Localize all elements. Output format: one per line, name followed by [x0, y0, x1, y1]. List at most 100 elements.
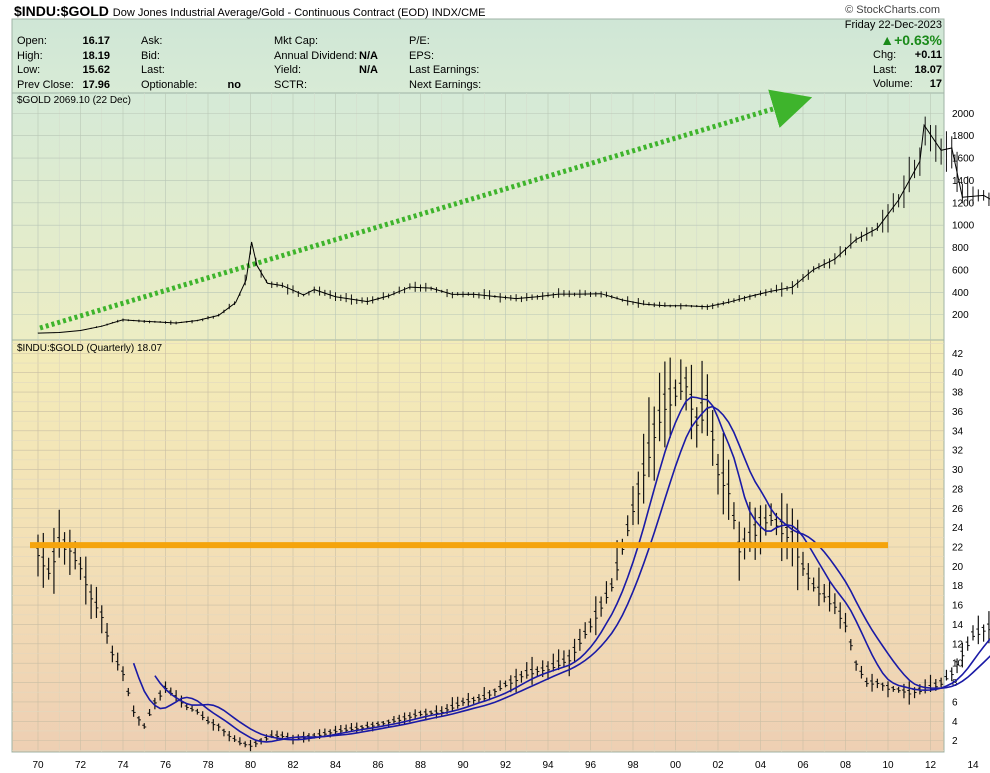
x-tick-label: 70: [32, 760, 44, 771]
gold-price-line: [37, 123, 990, 334]
info-label: Yield:: [274, 64, 302, 76]
info-value: no: [227, 78, 241, 91]
x-tick-label: 92: [500, 760, 512, 771]
gold-panel-bg: [11, 92, 945, 341]
info-label: Low:: [17, 64, 41, 76]
x-tick-label: 82: [287, 760, 299, 771]
y-tick-label: 40: [952, 368, 964, 379]
y-tick-label: 24: [952, 523, 964, 534]
x-tick-label: 02: [712, 760, 724, 771]
ratio-moving-average-slow: [154, 405, 990, 741]
info-value: N/A: [359, 64, 378, 76]
y-tick-label: 1200: [952, 198, 975, 209]
x-tick-label: 80: [245, 760, 257, 771]
x-tick-label: 00: [670, 760, 682, 771]
info-value: N/A: [359, 49, 378, 62]
x-tick-label: 78: [202, 760, 214, 771]
change-percent: ▲+0.63%: [880, 32, 942, 48]
chart-title: $INDU:$GOLD Dow Jones Industrial Average…: [14, 3, 486, 19]
symbol-description: Dow Jones Industrial Average/Gold - Cont…: [112, 7, 486, 19]
x-tick-label: 86: [372, 760, 384, 771]
y-tick-label: 14: [952, 620, 964, 631]
info-label: Chg:: [873, 49, 897, 61]
info-value: 15.62: [82, 64, 110, 76]
info-panel-bg: [11, 18, 945, 94]
info-label: Ask:: [141, 35, 163, 47]
ratio-panel-y-axis: 24681012141618202224262830323436384042: [952, 349, 964, 747]
y-tick-label: 1800: [952, 131, 975, 142]
y-tick-label: 34: [952, 426, 964, 437]
y-tick-label: 600: [952, 265, 969, 276]
y-tick-label: 20: [952, 562, 964, 573]
info-label: SCTR:: [274, 78, 307, 91]
x-tick-label: 88: [415, 760, 427, 771]
info-label: Last:: [141, 64, 165, 76]
y-tick-label: 1000: [952, 221, 975, 232]
ratio-panel-grid: [12, 340, 944, 752]
y-tick-label: 32: [952, 446, 964, 457]
x-tick-label: 06: [797, 760, 809, 771]
x-tick-label: 12: [925, 760, 937, 771]
y-tick-label: 30: [952, 465, 964, 476]
y-tick-label: 4: [952, 717, 958, 728]
x-tick-label: 04: [755, 760, 767, 771]
x-tick-label: 72: [75, 760, 87, 771]
y-tick-label: 1400: [952, 176, 975, 187]
info-label: Mkt Cap:: [274, 35, 319, 47]
gold-price-bars: [37, 116, 990, 334]
x-tick-label: 84: [330, 760, 342, 771]
x-tick-label: 74: [117, 760, 129, 771]
info-label: EPS:: [409, 49, 435, 62]
info-label: Last:: [873, 63, 897, 76]
y-tick-label: 16: [952, 601, 964, 612]
y-tick-label: 2000: [952, 109, 975, 120]
y-tick-label: 200: [952, 310, 969, 321]
y-tick-label: 400: [952, 288, 969, 299]
x-tick-label: 96: [585, 760, 597, 771]
info-label: Prev Close:: [17, 78, 74, 91]
y-tick-label: 8: [952, 678, 958, 689]
info-value: 18.19: [82, 49, 110, 62]
info-value: 17: [929, 78, 942, 90]
x-tick-label: 98: [627, 760, 639, 771]
x-tick-label: 90: [457, 760, 469, 771]
y-tick-label: 12: [952, 639, 964, 650]
y-tick-label: 36: [952, 407, 964, 418]
info-label: Next Earnings:: [409, 78, 482, 91]
gold-panel-title: $GOLD 2069.10 (22 Dec): [17, 95, 131, 106]
info-label: Last Earnings:: [409, 64, 480, 76]
info-label: High:: [17, 49, 43, 62]
ratio-moving-average-fast: [132, 396, 990, 743]
gold-panel-grid: [12, 93, 944, 340]
y-tick-label: 26: [952, 504, 964, 515]
gold-trendline-arrow: [39, 89, 813, 331]
y-tick-label: 800: [952, 243, 969, 254]
info-label: P/E:: [409, 35, 430, 47]
info-value: 18.07: [914, 63, 942, 76]
ratio-panel-title: $INDU:$GOLD (Quarterly) 18.07: [17, 343, 162, 354]
info-value: 16.17: [82, 35, 110, 47]
y-tick-label: 42: [952, 349, 964, 360]
x-tick-label: 14: [967, 760, 979, 771]
symbol-label: $INDU:$GOLD: [14, 3, 109, 19]
info-label: Bid:: [141, 49, 160, 62]
y-tick-label: 38: [952, 388, 964, 399]
up-arrow-icon: ▲: [880, 32, 895, 48]
copyright: © StockCharts.com: [845, 4, 940, 16]
info-label: Annual Dividend:: [274, 49, 358, 62]
x-axis: 70 72 74 76 78 80 82 84 86 88 90 92 94 96 98 00 02 04 06 08…: [32, 760, 979, 771]
y-tick-label: 1600: [952, 154, 975, 165]
y-tick-label: 22: [952, 543, 964, 554]
info-value: 17.96: [82, 78, 110, 91]
info-label: Open:: [17, 35, 47, 47]
y-tick-label: 2: [952, 736, 958, 747]
x-tick-label: 10: [882, 760, 894, 771]
info-value: +0.11: [914, 49, 942, 61]
quote-date: Friday 22-Dec-2023: [844, 19, 942, 31]
y-tick-label: 18: [952, 581, 964, 592]
x-tick-label: 94: [542, 760, 554, 771]
x-tick-label: 08: [840, 760, 852, 771]
y-tick-label: 6: [952, 697, 958, 708]
